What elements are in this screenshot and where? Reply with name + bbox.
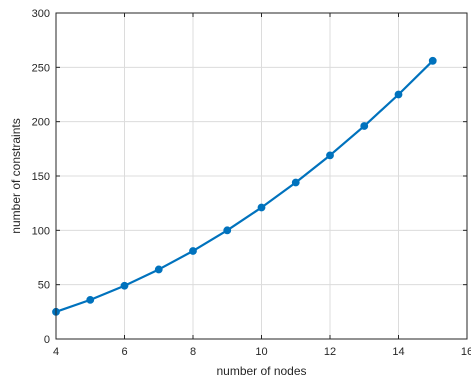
y-tick-label: 0 [44,334,50,346]
data-point [190,248,197,255]
data-point [121,282,128,289]
x-tick-label: 14 [392,346,404,358]
data-point [258,204,265,211]
x-tick-label: 6 [121,346,127,358]
data-point [361,123,368,130]
y-tick-label: 300 [32,8,50,20]
data-point [395,91,402,98]
x-tick-label: 4 [53,346,59,358]
data-point [155,266,162,273]
y-tick-label: 250 [32,62,50,74]
y-tick-label: 50 [38,280,50,292]
data-point [429,57,436,64]
data-point [292,179,299,186]
x-tick-label: 16 [461,346,471,358]
y-tick-label: 100 [32,225,50,237]
x-tick-label: 10 [255,346,267,358]
x-tick-label: 12 [324,346,336,358]
y-tick-label: 200 [32,117,50,129]
y-tick-label: 150 [32,171,50,183]
data-point [224,227,231,234]
data-point [87,296,94,303]
x-tick-label: 8 [190,346,196,358]
x-axis-label: number of nodes [216,364,306,378]
y-axis-label: number of constraints [9,118,23,233]
data-point [327,152,334,159]
